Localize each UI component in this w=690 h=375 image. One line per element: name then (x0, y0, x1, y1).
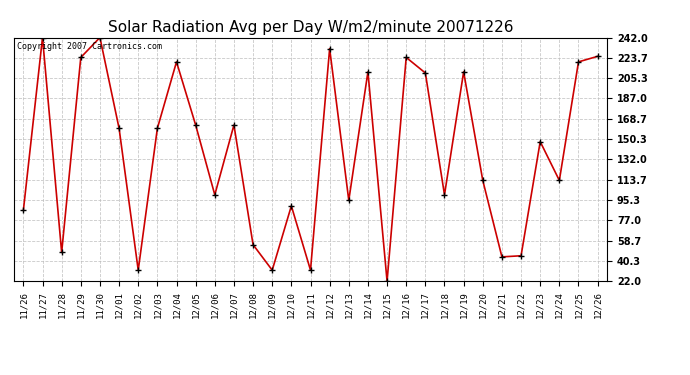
Title: Solar Radiation Avg per Day W/m2/minute 20071226: Solar Radiation Avg per Day W/m2/minute … (108, 20, 513, 35)
Text: Copyright 2007 Cartronics.com: Copyright 2007 Cartronics.com (17, 42, 161, 51)
